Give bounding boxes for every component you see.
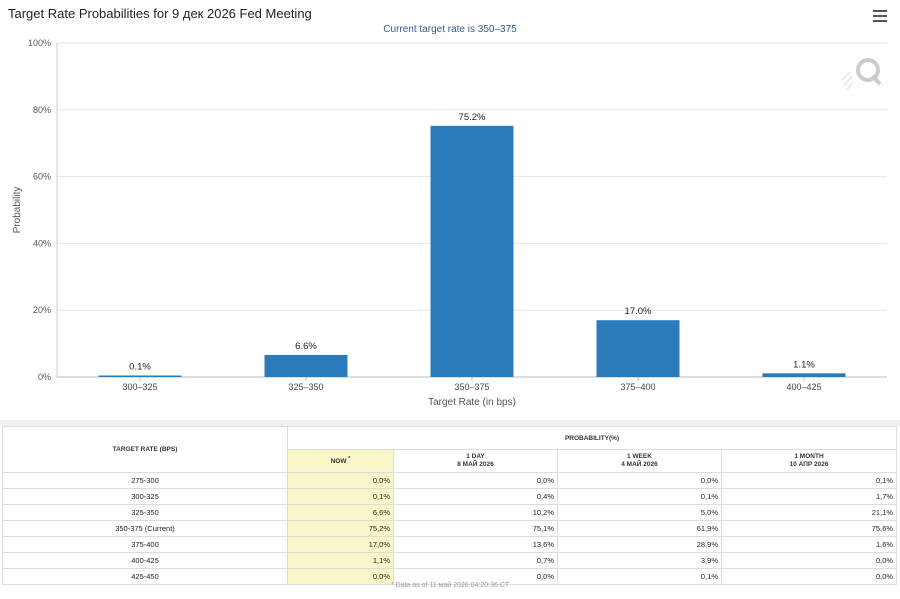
one-week-cell: 0,1%	[557, 568, 722, 585]
rate-cell: 350-375 (Current)	[2, 520, 288, 537]
bar	[596, 320, 680, 377]
one-day-header: 1 DAY 8 МАЙ 2026	[393, 449, 558, 473]
y-tick-label: 40%	[33, 238, 51, 248]
one-month-cell: 1,7%	[720, 488, 898, 505]
rate-cell: 425-450	[2, 568, 288, 585]
table-row: 350-375 (Current) 75,2% 75,1% 61,9% 75,6…	[2, 520, 898, 537]
bar-chart: 0% 20% 40% 60% 80% 100% 0.1% 300–325 6.6% 325–350…	[12, 38, 887, 408]
one-day-cell: 0,7%	[393, 552, 558, 569]
table-row: 425-450 0,0% 0,0% 0,1% 0,0%	[2, 568, 898, 585]
menu-icon[interactable]	[873, 10, 887, 22]
now-cell: 1,1%	[287, 552, 394, 569]
x-tick-label: 375–400	[620, 382, 655, 392]
one-month-cell: 0,1%	[720, 472, 898, 489]
one-week-label: 1 WEEK	[627, 453, 652, 460]
rate-cell: 275-300	[2, 472, 288, 489]
table-row: 375-400 17,0% 13,6% 28,9% 1,6%	[2, 536, 898, 553]
chart-subtitle: Current target rate is 350–375	[383, 24, 517, 35]
now-marker: *	[348, 456, 351, 463]
now-header: NOW *	[287, 449, 394, 473]
one-month-header: 1 MONTH 10 АПР 2026	[720, 449, 898, 473]
one-day-cell: 0,0%	[393, 472, 558, 489]
y-tick-label: 80%	[33, 105, 51, 115]
one-week-date: 4 МАЙ 2026	[621, 461, 658, 468]
bar-value-label: 1.1%	[793, 359, 815, 370]
rate-cell: 400-425	[2, 552, 288, 569]
one-month-date: 10 АПР 2026	[789, 461, 829, 468]
one-week-cell: 28,9%	[557, 536, 722, 553]
bar	[430, 125, 514, 377]
rate-cell: 325-350	[2, 504, 288, 521]
quikstrike-logo-icon	[841, 58, 882, 91]
bar	[762, 373, 846, 377]
probability-table: TARGET RATE (BPS) PROBABILITY(%) NOW * 1…	[2, 426, 898, 585]
y-tick-label: 100%	[28, 38, 51, 48]
now-label: NOW	[330, 458, 347, 466]
bar-value-label: 6.6%	[295, 341, 317, 352]
chart-title: Target Rate Probabilities for 9 дек 2026…	[8, 6, 312, 21]
rate-cell: 375-400	[2, 536, 288, 553]
now-cell: 6,6%	[287, 504, 394, 521]
one-week-cell: 61,9%	[557, 520, 722, 537]
x-tick-label: 350–375	[454, 382, 489, 392]
data-timestamp-note: * Data as of 11 май 2026 04:20:36 CT	[390, 582, 510, 589]
one-day-label: 1 DAY	[466, 453, 485, 460]
table-row: 325-350 6,6% 10,2% 5,0% 21,1%	[2, 504, 898, 521]
bar-value-label: 0.1%	[129, 362, 151, 373]
now-cell: 0,0%	[287, 568, 394, 585]
one-day-cell: 13,6%	[393, 536, 558, 553]
one-day-cell: 10,2%	[393, 504, 558, 521]
one-month-cell: 0,0%	[720, 568, 898, 585]
x-tick-label: 325–350	[288, 382, 323, 392]
probability-header: PROBABILITY(%)	[286, 426, 898, 450]
x-axis-title: Target Rate (in bps)	[428, 397, 516, 408]
bar	[98, 375, 182, 377]
table-row: 400-425 1,1% 0,7% 3,9% 0,0%	[2, 552, 898, 569]
bar	[264, 354, 348, 377]
one-week-cell: 5,0%	[557, 504, 722, 521]
one-month-label: 1 MONTH	[794, 453, 824, 460]
one-week-header: 1 WEEK 4 МАЙ 2026	[557, 449, 722, 473]
target-rate-header: TARGET RATE (BPS)	[2, 426, 288, 473]
x-tick-label: 300–325	[122, 382, 157, 392]
table-row: 275-300 0,0% 0,0% 0,0% 0,1%	[2, 472, 898, 489]
bar-value-label: 75.2%	[459, 112, 486, 123]
rate-cell: 300-325	[2, 488, 288, 505]
one-month-cell: 75,6%	[720, 520, 898, 537]
y-tick-label: 60%	[33, 172, 51, 182]
y-axis-title: Probability	[12, 187, 23, 234]
now-cell: 0,0%	[287, 472, 394, 489]
table-row: 300-325 0,1% 0,4% 0,1% 1,7%	[2, 488, 898, 505]
y-tick-label: 20%	[33, 305, 51, 315]
one-month-cell: 1,6%	[720, 536, 898, 553]
bar-value-label: 17.0%	[625, 306, 652, 317]
chart-panel: Target Rate Probabilities for 9 дек 2026…	[8, 6, 887, 408]
one-week-cell: 3,9%	[557, 552, 722, 569]
now-cell: 75,2%	[287, 520, 394, 537]
x-tick-label: 400–425	[786, 382, 821, 392]
one-day-cell: 75,1%	[393, 520, 558, 537]
y-tick-label: 0%	[38, 372, 51, 382]
one-day-cell: 0,0%	[393, 568, 558, 585]
one-day-cell: 0,4%	[393, 488, 558, 505]
now-cell: 17,0%	[287, 536, 394, 553]
now-cell: 0,1%	[287, 488, 394, 505]
section-divider	[0, 420, 900, 426]
one-week-cell: 0,0%	[557, 472, 722, 489]
one-month-cell: 0,0%	[720, 552, 898, 569]
one-month-cell: 21,1%	[720, 504, 898, 521]
one-day-date: 8 МАЙ 2026	[457, 461, 494, 468]
one-week-cell: 0,1%	[557, 488, 722, 505]
